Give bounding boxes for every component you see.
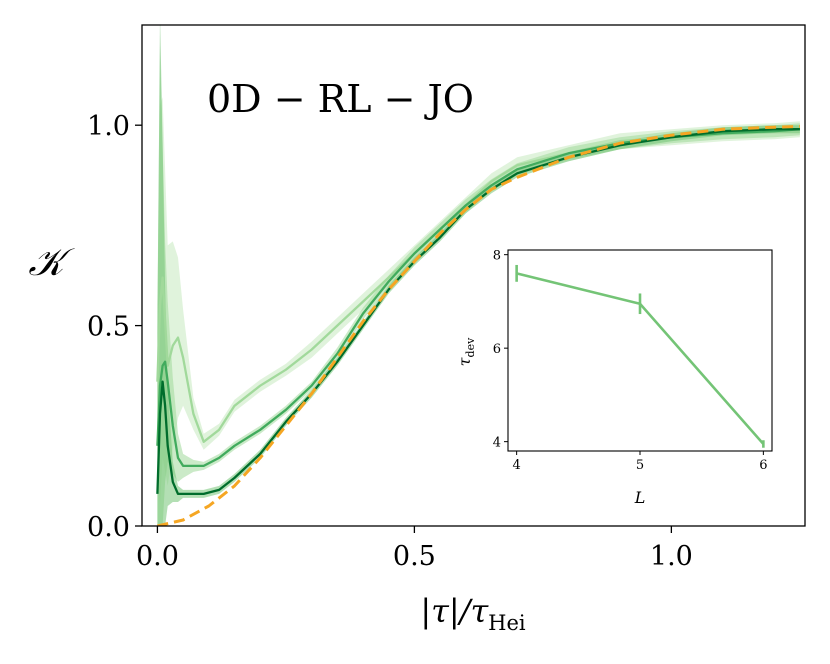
series-3-line [157, 124, 800, 526]
series-lines [156, 124, 800, 526]
inset-y-tick-label: 4 [493, 436, 501, 451]
inset-y-axis-label-subscript: dev [464, 337, 477, 358]
x-axis-label-main: |τ|/τ [420, 592, 489, 630]
inset-y-axis-label: τdev [455, 337, 477, 366]
inset-x-tick-label: 4 [512, 458, 520, 473]
inset-y-tick-label: 8 [493, 249, 501, 264]
inset-x-tick-label: 6 [759, 458, 767, 473]
annotation-label: 0D − RL − JO [207, 77, 474, 121]
y-axis-label: 𝒦 [28, 240, 75, 284]
inset-y-tick-label: 6 [493, 342, 501, 357]
x-tick-label: 0.5 [393, 541, 436, 572]
y-tick-label: 0.0 [87, 512, 130, 543]
inset-x-axis-label: L [634, 488, 646, 507]
x-axis-label-subscript: Hei [488, 611, 526, 635]
main-plot-frame [141, 24, 806, 527]
inset-plot: 4 5 6 4 6 8 τdev L [455, 249, 773, 507]
confidence-bands [157, 25, 800, 526]
y-tick-label: 1.0 [87, 111, 130, 142]
inset-series [515, 264, 765, 448]
inset-x-tick-label: 5 [636, 458, 644, 473]
main-plot: 0.0 0.5 1.0 0.0 0.5 1.0 0D − RL − JO 𝒦 |τ|/τH… [28, 24, 806, 635]
x-tick-label: 1.0 [650, 541, 693, 572]
main-ticks: 0.0 0.5 1.0 0.0 0.5 1.0 [87, 111, 693, 572]
inset-background [508, 250, 772, 451]
x-tick-label: 0.0 [136, 541, 179, 572]
y-tick-label: 0.5 [87, 312, 130, 343]
series-1-line [156, 128, 800, 468]
inset-ticks: 4 5 6 4 6 8 [493, 249, 768, 473]
x-axis-label: |τ|/τHei [420, 592, 525, 635]
inset-y-axis-label-main: τ [455, 356, 474, 366]
